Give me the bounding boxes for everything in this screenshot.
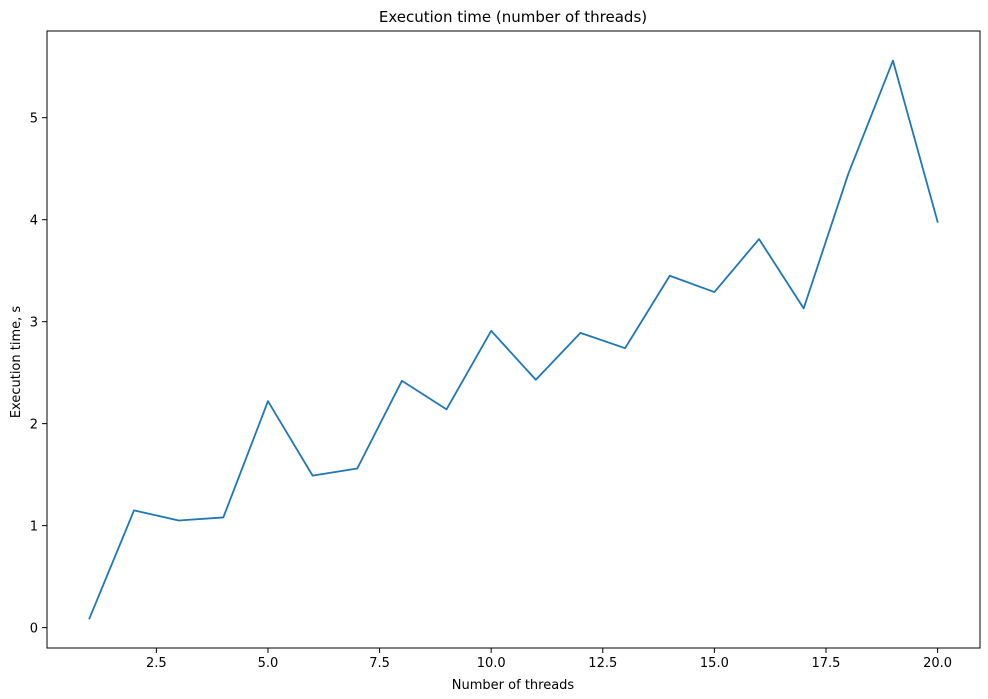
y-tick-label: 3 <box>30 316 38 331</box>
x-tick-label: 15.0 <box>700 656 729 671</box>
x-axis-label: Number of threads <box>452 678 575 693</box>
x-tick-label: 7.5 <box>369 656 390 671</box>
x-tick-label: 20.0 <box>923 656 952 671</box>
chart-title: Execution time (number of threads) <box>379 8 647 26</box>
y-tick-label: 4 <box>30 214 38 229</box>
plot-frame <box>46 30 981 649</box>
y-axis-label: Execution time, s <box>9 306 24 419</box>
x-tick-label: 5.0 <box>258 656 279 671</box>
plot-area <box>88 59 939 620</box>
y-tick-label: 2 <box>30 418 38 433</box>
x-tick-label: 17.5 <box>812 656 841 671</box>
y-axis: 0 1 2 3 4 5 <box>30 112 47 637</box>
y-tick-label: 0 <box>30 622 38 637</box>
x-axis: 2.5 5.0 7.5 10.0 12.5 15.0 17.5 20.0 <box>146 648 952 671</box>
series-line <box>88 59 939 620</box>
y-tick-label: 1 <box>30 520 38 535</box>
x-tick-label: 10.0 <box>477 656 506 671</box>
x-tick-label: 12.5 <box>588 656 617 671</box>
x-tick-label: 2.5 <box>146 656 167 671</box>
y-tick-label: 5 <box>30 112 38 127</box>
